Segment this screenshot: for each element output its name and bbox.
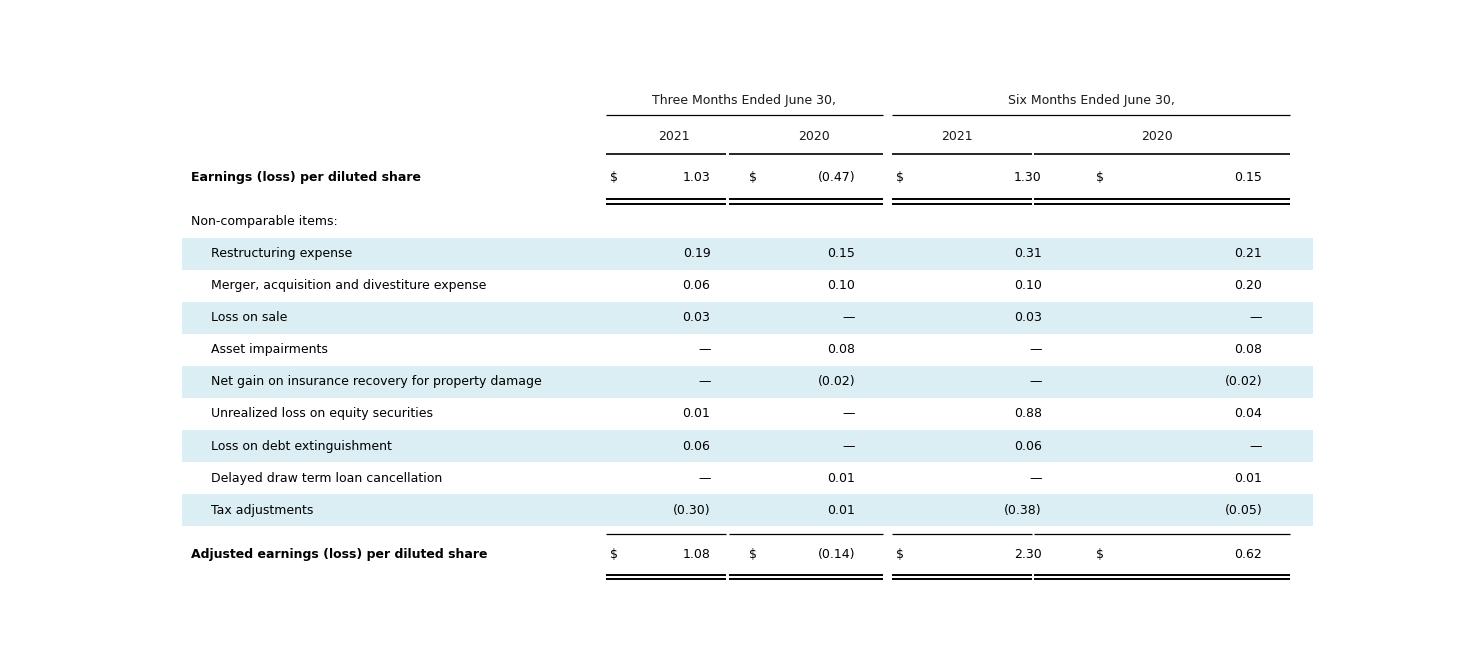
Text: 1.08: 1.08	[683, 548, 711, 561]
Text: 0.15: 0.15	[827, 247, 855, 260]
Text: 0.04: 0.04	[1234, 407, 1262, 420]
Text: —: —	[697, 471, 711, 485]
Text: —: —	[1029, 471, 1042, 485]
Text: Adjusted earnings (loss) per diluted share: Adjusted earnings (loss) per diluted sha…	[191, 548, 487, 561]
Text: $: $	[610, 548, 617, 561]
Text: 0.06: 0.06	[683, 279, 711, 292]
Text: Three Months Ended June 30,: Three Months Ended June 30,	[652, 95, 836, 107]
Text: —: —	[843, 311, 855, 325]
Text: (0.05): (0.05)	[1224, 504, 1262, 517]
Text: —: —	[1250, 440, 1262, 453]
Text: 0.88: 0.88	[1014, 407, 1042, 420]
Bar	[182, 158, 1313, 196]
Text: $: $	[896, 548, 905, 561]
Text: 0.01: 0.01	[683, 407, 711, 420]
Bar	[182, 301, 1313, 334]
Text: 0.06: 0.06	[1014, 440, 1042, 453]
Text: $: $	[1096, 171, 1104, 184]
Text: Six Months Ended June 30,: Six Months Ended June 30,	[1008, 95, 1174, 107]
Text: 0.10: 0.10	[1014, 279, 1042, 292]
Text: 0.01: 0.01	[1234, 471, 1262, 485]
Bar	[182, 204, 1313, 237]
Text: 0.01: 0.01	[827, 504, 855, 517]
Text: Net gain on insurance recovery for property damage: Net gain on insurance recovery for prope…	[210, 375, 541, 389]
Text: —: —	[843, 407, 855, 420]
Text: (0.30): (0.30)	[673, 504, 711, 517]
Text: 0.20: 0.20	[1234, 279, 1262, 292]
Text: 0.08: 0.08	[827, 343, 855, 356]
Text: —: —	[1250, 311, 1262, 325]
Text: 2021: 2021	[941, 130, 973, 143]
Text: —: —	[697, 343, 711, 356]
Text: Non-comparable items:: Non-comparable items:	[191, 215, 338, 227]
Bar	[182, 334, 1313, 366]
Text: (0.47): (0.47)	[817, 171, 855, 184]
Text: 0.03: 0.03	[683, 311, 711, 325]
Text: (0.14): (0.14)	[817, 548, 855, 561]
Bar	[182, 494, 1313, 526]
Text: 0.01: 0.01	[827, 471, 855, 485]
Text: 0.06: 0.06	[683, 440, 711, 453]
Text: 1.03: 1.03	[683, 171, 711, 184]
Text: Delayed draw term loan cancellation: Delayed draw term loan cancellation	[210, 471, 442, 485]
Text: —: —	[697, 375, 711, 389]
Text: 0.31: 0.31	[1014, 247, 1042, 260]
Text: —: —	[1029, 375, 1042, 389]
Text: 0.62: 0.62	[1234, 548, 1262, 561]
Text: (0.02): (0.02)	[817, 375, 855, 389]
Text: $: $	[896, 171, 905, 184]
Text: 2020: 2020	[1141, 130, 1173, 143]
Text: (0.02): (0.02)	[1224, 375, 1262, 389]
Text: Tax adjustments: Tax adjustments	[210, 504, 314, 517]
Text: $: $	[1096, 548, 1104, 561]
Text: 0.10: 0.10	[827, 279, 855, 292]
Text: Loss on sale: Loss on sale	[210, 311, 287, 325]
Bar	[182, 398, 1313, 430]
Text: 0.19: 0.19	[683, 247, 711, 260]
Bar	[182, 237, 1313, 270]
Text: —: —	[843, 440, 855, 453]
Text: $: $	[610, 171, 617, 184]
Text: 1.30: 1.30	[1014, 171, 1042, 184]
Text: $: $	[748, 171, 757, 184]
Text: 2020: 2020	[798, 130, 830, 143]
Text: Asset impairments: Asset impairments	[210, 343, 327, 356]
Text: 0.15: 0.15	[1234, 171, 1262, 184]
Text: 0.21: 0.21	[1234, 247, 1262, 260]
Bar	[182, 366, 1313, 398]
Text: Unrealized loss on equity securities: Unrealized loss on equity securities	[210, 407, 433, 420]
Text: Restructuring expense: Restructuring expense	[210, 247, 352, 260]
Bar	[182, 270, 1313, 301]
Text: —: —	[1029, 343, 1042, 356]
Bar	[182, 536, 1313, 572]
Text: 2.30: 2.30	[1014, 548, 1042, 561]
Bar	[182, 462, 1313, 494]
Text: $: $	[748, 548, 757, 561]
Text: 2021: 2021	[658, 130, 690, 143]
Text: 0.08: 0.08	[1234, 343, 1262, 356]
Text: (0.38): (0.38)	[1004, 504, 1042, 517]
Text: Loss on debt extinguishment: Loss on debt extinguishment	[210, 440, 391, 453]
Text: 0.03: 0.03	[1014, 311, 1042, 325]
Bar	[182, 430, 1313, 462]
Text: Earnings (loss) per diluted share: Earnings (loss) per diluted share	[191, 171, 422, 184]
Text: Merger, acquisition and divestiture expense: Merger, acquisition and divestiture expe…	[210, 279, 486, 292]
